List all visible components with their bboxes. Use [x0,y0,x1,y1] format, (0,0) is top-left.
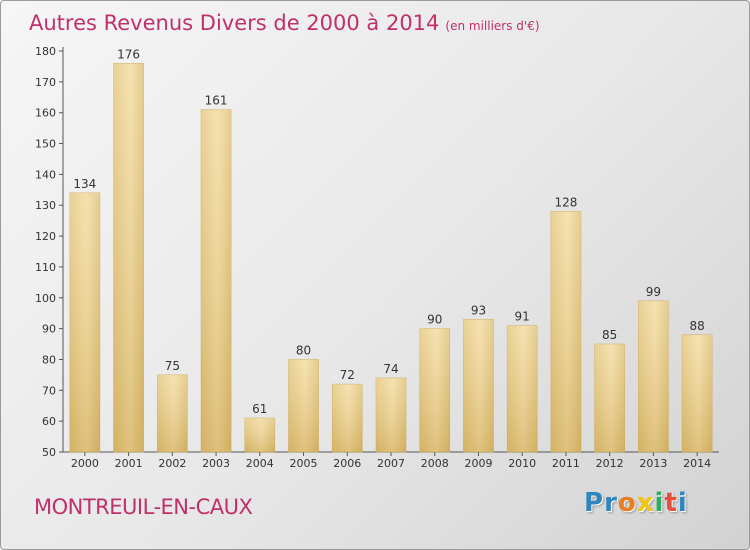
bars-group: 134 176 75 161 61 80 72 74 90 93 91 128 85 99 88 [69,47,713,453]
bar-shade-2014 [682,334,713,452]
bar-shade-2003 [201,109,232,452]
bar-shade-2012 [594,344,625,452]
y-tick-label: 70 [42,384,56,397]
bar-shade-2002 [157,374,188,452]
value-label: 61 [252,402,267,416]
value-label: 74 [383,362,398,376]
x-tick-label: 2000 [71,457,99,470]
value-label: 176 [117,47,140,61]
logo-letter: o [617,488,637,518]
x-tick-label: 2004 [246,457,274,470]
logo-letter: r [604,488,618,518]
axes: 50 60 70 80 90 100 110 120 130 140 150 160 170 180 200… [35,45,719,470]
place-name: MONTREUIL-EN-CAUX [34,495,253,519]
y-tick-label: 100 [35,292,56,305]
value-label: 93 [471,303,486,317]
bar-shade-2009 [463,319,494,452]
y-tick-label: 170 [35,76,56,89]
x-tick-label: 2011 [552,457,580,470]
x-tick-label: 2001 [115,457,143,470]
value-label: 91 [515,310,530,324]
chart-title-unit: (en milliers d'€) [445,19,540,33]
bar-shade-2008 [419,328,450,452]
logo-letter: x [636,488,655,518]
x-tick-label: 2002 [158,457,186,470]
x-tick-label: 2003 [202,457,230,470]
bar-shade-2006 [332,384,363,452]
x-tick-label: 2014 [683,457,711,470]
logo-letter: P [584,488,605,518]
x-tick-label: 2013 [639,457,667,470]
y-tick-label: 180 [35,45,56,58]
chart-title-main: Autres Revenus Divers de 2000 à 2014 [29,11,440,35]
bar-shade-2007 [376,377,406,452]
bar-shade-2000 [69,192,100,452]
bar-shade-2011 [550,211,581,452]
logo-letter: i [654,488,665,518]
proxiti-logo: Proxiti [584,488,688,518]
bar-shade-2005 [288,359,319,452]
logo-letter: i [677,488,688,518]
logo-letter: t [664,488,678,518]
y-tick-label: 90 [42,323,56,336]
value-label: 85 [602,328,617,342]
x-tick-label: 2010 [508,457,536,470]
x-tick-label: 2008 [421,457,449,470]
value-label: 128 [554,195,577,209]
bar-shade-2004 [244,418,275,452]
value-label: 134 [73,177,96,191]
y-tick-label: 80 [42,353,56,366]
value-label: 90 [427,313,442,327]
x-tick-label: 2009 [464,457,492,470]
value-label: 99 [646,285,661,299]
value-label: 161 [205,94,228,108]
value-label: 72 [340,368,355,382]
x-tick-label: 2005 [290,457,318,470]
x-tick-label: 2012 [596,457,624,470]
value-label: 80 [296,343,311,357]
y-tick-label: 150 [35,138,56,151]
y-tick-label: 160 [35,107,56,120]
x-tick-label: 2006 [333,457,361,470]
value-label: 88 [689,319,704,333]
x-tick-label: 2007 [377,457,405,470]
y-tick-label: 120 [35,230,56,243]
bar-shade-2010 [507,325,538,452]
bar-shade-2001 [113,63,144,452]
value-label: 75 [165,359,180,373]
y-tick-label: 50 [42,446,56,459]
y-tick-label: 110 [35,261,56,274]
y-tick-label: 140 [35,168,56,181]
y-tick-label: 60 [42,415,56,428]
bar-shade-2013 [638,300,669,452]
y-tick-label: 130 [35,199,56,212]
chart-title: Autres Revenus Divers de 2000 à 2014 (en … [29,11,540,35]
